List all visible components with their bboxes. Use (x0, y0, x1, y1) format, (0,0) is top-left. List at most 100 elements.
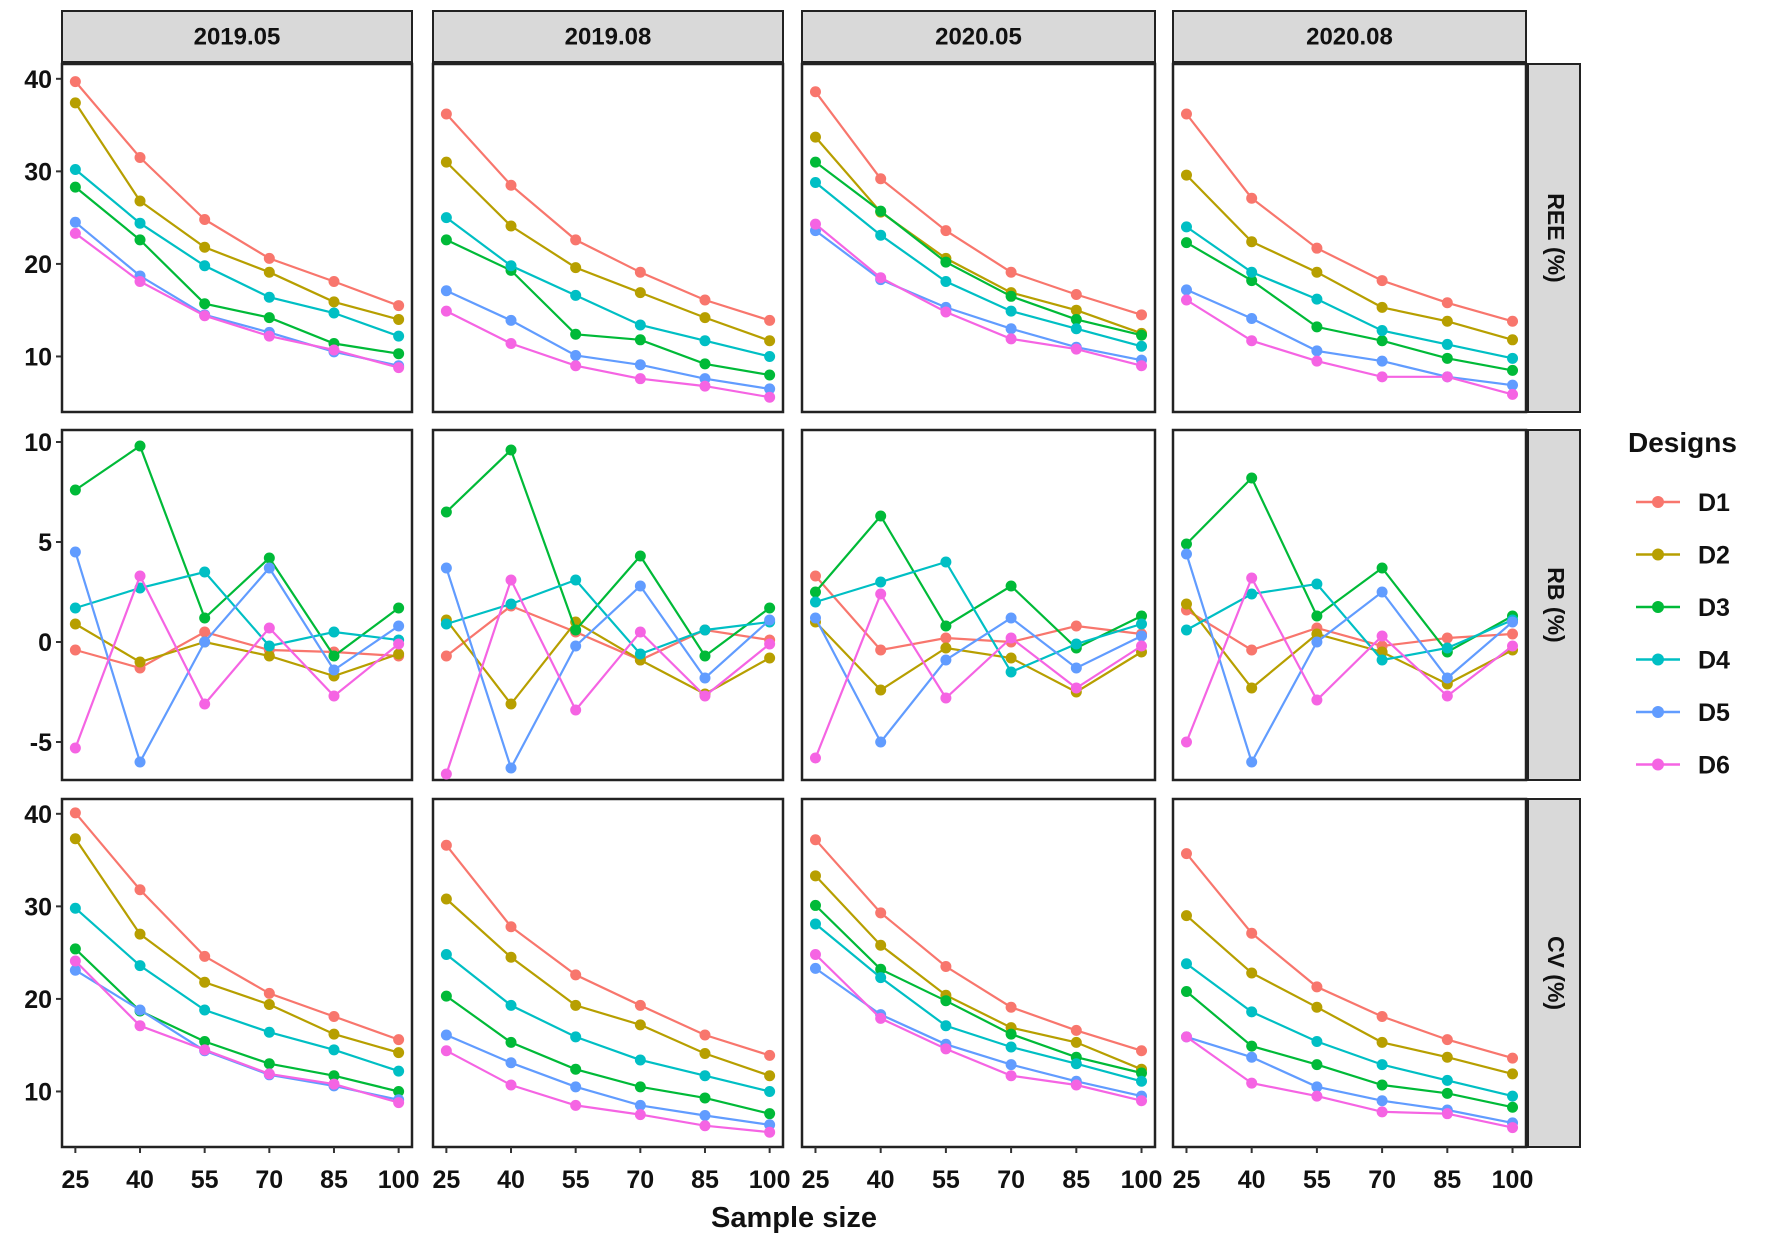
data-point-D4 (1180, 958, 1192, 970)
data-point-D4 (1136, 1075, 1148, 1087)
data-point-D2 (199, 241, 211, 253)
data-point-D2 (134, 928, 146, 940)
data-point-D6 (263, 330, 275, 342)
data-point-D3 (1180, 237, 1192, 249)
data-point-D3 (940, 620, 952, 632)
x-tick-label: 40 (126, 1166, 154, 1194)
data-point-D3 (134, 440, 146, 452)
data-point-D2 (1005, 652, 1017, 664)
data-point-D1 (634, 266, 646, 278)
data-point-D6 (1070, 343, 1082, 355)
data-point-D2 (764, 1070, 776, 1082)
data-point-D4 (570, 1031, 582, 1043)
data-point-D5 (764, 383, 776, 395)
data-point-D5 (1376, 355, 1388, 367)
data-point-D4 (1441, 642, 1453, 654)
data-point-D3 (1136, 610, 1148, 622)
data-point-D4 (1376, 654, 1388, 666)
data-point-D1 (134, 151, 146, 163)
data-point-D3 (393, 602, 405, 614)
series-line-D6 (74, 960, 399, 1104)
series-line-D4 (814, 181, 1142, 348)
panel-2020.08-0 (1171, 62, 1528, 414)
x-tick-label: 25 (802, 1166, 830, 1194)
data-point-D2 (440, 156, 452, 168)
data-point-D1 (328, 276, 340, 287)
data-point-D1 (875, 907, 887, 919)
legend-label-D1: D1 (1698, 489, 1730, 517)
data-point-D6 (1136, 640, 1148, 652)
data-point-D1 (699, 294, 711, 306)
data-point-D1 (69, 644, 81, 656)
data-point-D6 (699, 380, 711, 392)
data-point-D1 (1311, 242, 1323, 254)
data-point-D3 (440, 234, 452, 246)
data-point-D6 (1136, 1095, 1148, 1107)
series-line-D6 (445, 1049, 770, 1134)
data-point-D4 (875, 229, 887, 241)
series-line-D5 (445, 1033, 770, 1126)
data-point-D1 (699, 1029, 711, 1041)
series-line-D6 (1185, 575, 1514, 743)
data-point-D4 (570, 289, 582, 301)
data-point-D3 (393, 1085, 405, 1097)
data-point-D4 (263, 291, 275, 303)
series-line-D2 (74, 102, 399, 321)
data-point-D5 (1507, 379, 1519, 391)
series-line-D6 (814, 591, 1143, 759)
data-point-D1 (1246, 927, 1258, 939)
data-point-D4 (1507, 1090, 1519, 1102)
data-point-D5 (764, 614, 776, 626)
data-point-D3 (1441, 352, 1453, 364)
data-point-D5 (69, 216, 81, 228)
data-point-D5 (1246, 1051, 1258, 1063)
data-point-D6 (699, 1120, 711, 1132)
x-tick-label: 100 (1121, 1166, 1163, 1194)
data-point-D5 (809, 612, 821, 624)
data-point-D4 (940, 1020, 952, 1032)
data-point-D4 (1070, 323, 1082, 335)
x-tick-label: 70 (626, 1166, 654, 1194)
data-point-D2 (940, 642, 952, 654)
x-tick-label: 100 (378, 1166, 420, 1194)
x-tick-label: 40 (497, 1166, 525, 1194)
data-point-D1 (199, 626, 211, 638)
data-point-D3 (505, 444, 517, 456)
data-point-D6 (1180, 294, 1192, 306)
series-line-D2 (445, 161, 770, 342)
series-line-D2 (814, 621, 1143, 694)
data-point-D1 (134, 884, 146, 896)
legend-label-D3: D3 (1698, 594, 1730, 622)
data-point-D1 (263, 252, 275, 264)
data-point-D2 (263, 998, 275, 1010)
data-point-D3 (1070, 313, 1082, 325)
data-point-D4 (1441, 338, 1453, 350)
data-point-D3 (505, 1036, 517, 1048)
data-point-D6 (764, 1126, 776, 1138)
facet-strip-2019.08 (432, 10, 784, 63)
series-line-D5 (814, 616, 1142, 745)
data-point-D3 (634, 334, 646, 346)
series-line-D2 (74, 838, 399, 1054)
data-point-D5 (1070, 662, 1082, 674)
data-point-D3 (1441, 1087, 1453, 1099)
data-point-D1 (940, 961, 952, 973)
data-point-D4 (1136, 618, 1148, 630)
data-point-D4 (69, 164, 81, 176)
series-line-D4 (75, 570, 399, 648)
data-point-D6 (1311, 1090, 1323, 1102)
data-point-D3 (1005, 580, 1017, 592)
y-tick-label: 20 (24, 251, 52, 279)
data-point-D5 (940, 654, 952, 666)
data-point-D4 (440, 618, 452, 630)
data-point-D6 (69, 227, 81, 239)
data-point-D5 (1376, 586, 1388, 598)
data-point-D2 (1070, 304, 1082, 316)
data-point-D6 (199, 698, 211, 710)
data-point-D3 (875, 205, 887, 217)
data-point-D6 (1005, 333, 1017, 345)
data-point-D2 (634, 287, 646, 299)
data-point-D3 (69, 943, 81, 955)
data-point-D6 (393, 1097, 405, 1109)
data-point-D6 (1376, 371, 1388, 383)
